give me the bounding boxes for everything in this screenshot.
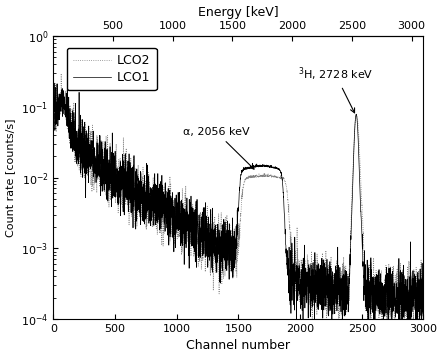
LCO2 (124, 196, 130, 200)
Y-axis label: Count rate [counts/s]: Count rate [counts/s] (6, 118, 16, 237)
LCO2 (51, 98, 56, 102)
LCO1 (421, 321, 426, 325)
LCO1 (414, 335, 420, 340)
LCO2 (407, 338, 412, 342)
Text: $^{3}$H, 2728 keV: $^{3}$H, 2728 keV (298, 66, 373, 113)
LCO2 (421, 283, 426, 287)
LCO2 (404, 295, 409, 299)
LCO1 (275, 166, 280, 171)
LCO1 (198, 227, 203, 232)
X-axis label: Channel number: Channel number (187, 339, 290, 352)
LCO1 (51, 81, 57, 85)
Line: LCO2: LCO2 (53, 74, 424, 340)
LCO1 (124, 179, 130, 183)
Line: LCO1: LCO1 (53, 83, 424, 338)
LCO2 (198, 226, 203, 230)
LCO2 (58, 72, 64, 76)
X-axis label: Energy [keV]: Energy [keV] (198, 6, 279, 19)
Text: α, 2056 keV: α, 2056 keV (183, 127, 254, 169)
LCO2 (174, 215, 179, 219)
LCO2 (229, 255, 234, 259)
LCO1 (51, 95, 56, 99)
LCO1 (404, 298, 409, 303)
LCO2 (275, 175, 280, 179)
LCO1 (229, 248, 234, 253)
LCO1 (174, 193, 179, 197)
Legend: LCO2, LCO1: LCO2, LCO1 (67, 48, 157, 90)
